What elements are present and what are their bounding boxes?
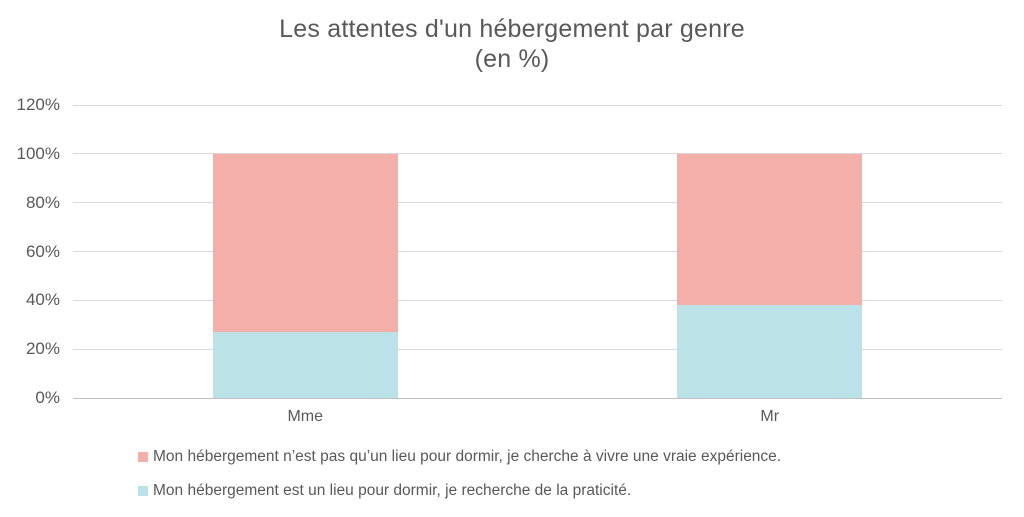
legend: Mon hébergement n’est pas qu’un lieu pou…: [138, 448, 781, 516]
legend-marker-icon: [138, 486, 148, 496]
y-tick-label: 120%: [16, 95, 60, 114]
chart-title-line1: Les attentes d'un hébergement par genre: [279, 15, 745, 43]
legend-label: Mon hébergement n’est pas qu’un lieu pou…: [153, 448, 782, 465]
chart-title-line2: (en %): [474, 45, 550, 73]
bar-segment: [677, 153, 863, 306]
bar-mr: [677, 153, 863, 398]
gridline: [73, 299, 1002, 301]
gridline: [73, 104, 1002, 106]
gridline: [73, 251, 1002, 252]
y-tick-label: 40%: [25, 290, 60, 310]
gridline: [73, 348, 1002, 350]
y-tick-label: 80%: [25, 192, 60, 212]
bar-segment: [677, 305, 863, 398]
legend-marker-icon: [138, 452, 148, 462]
x-tick-label: Mr: [760, 408, 780, 425]
legend-item: Mon hébergement est un lieu pour dormir,…: [138, 482, 781, 500]
bar-mme: [212, 153, 398, 398]
bar-segment: [212, 153, 398, 333]
gridline: [73, 202, 1002, 204]
y-tick-label: 20%: [25, 339, 60, 359]
y-tick-label: 60%: [25, 241, 60, 261]
bar-segment: [212, 332, 398, 398]
y-axis-labels: 0% 20% 40% 60% 80% 100% 120%: [0, 95, 60, 407]
x-tick-label: Mme: [287, 408, 324, 425]
y-tick-label: 100%: [16, 143, 60, 163]
chart-title: Les attentes d'un hébergement par genre …: [0, 14, 1024, 74]
x-axis-line: [73, 397, 1002, 399]
gridline: [73, 153, 1002, 155]
y-tick-label: 0%: [35, 388, 60, 407]
legend-item: Mon hébergement n’est pas qu’un lieu pou…: [138, 448, 781, 466]
plot-area: [73, 104, 1002, 399]
legend-label: Mon hébergement est un lieu pour dormir,…: [153, 482, 632, 499]
